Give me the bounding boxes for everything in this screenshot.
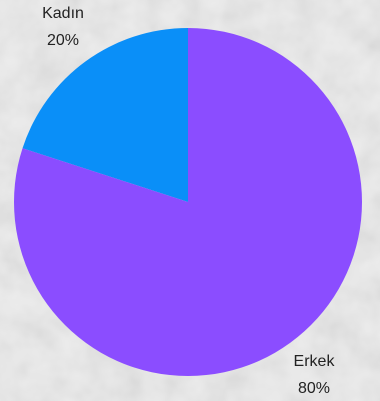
slice-category-label: Kadın: [42, 5, 84, 22]
pie-slice-kadın: [22, 28, 188, 202]
pie-slice-erkek: [14, 28, 363, 376]
slice-percent-label: 80%: [298, 380, 330, 397]
slice-percent-label: 20%: [47, 32, 79, 49]
pie-labels: Kadın 20% Erkek 80%: [42, 5, 335, 397]
pie-slices: [14, 28, 363, 376]
slice-category-label: Erkek: [294, 353, 336, 370]
